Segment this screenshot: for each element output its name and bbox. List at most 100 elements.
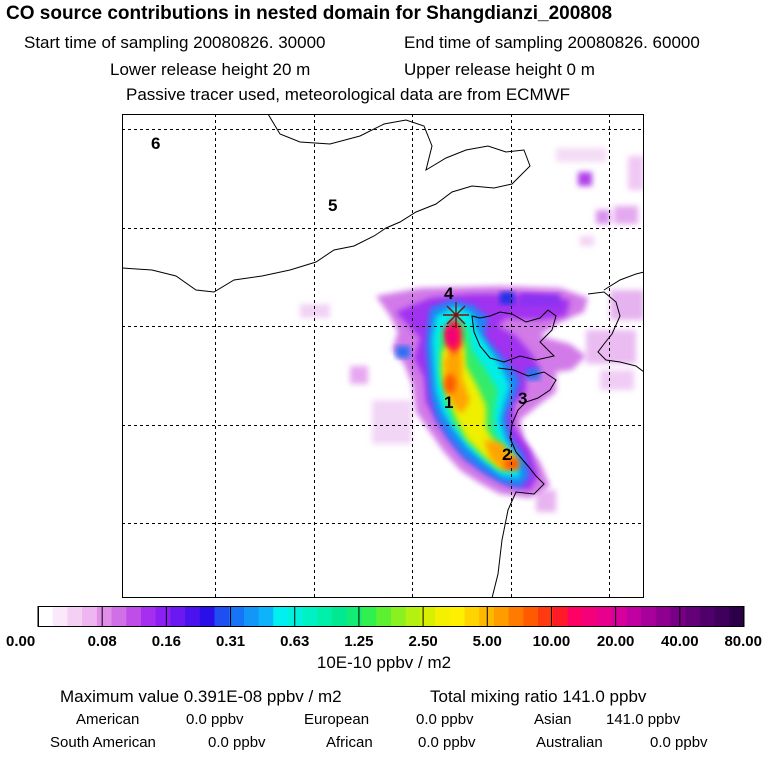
american-label: American: [76, 711, 140, 728]
south-american-value: 0.0 ppbv: [208, 734, 266, 751]
start-time-label: Start time of sampling 20080826. 30000: [24, 33, 326, 52]
colorbar-tick-label: 0.00: [6, 633, 35, 650]
asian-label: Asian: [534, 711, 572, 728]
colorbar-swatch: [464, 606, 480, 627]
asian-value: 141.0 ppbv: [606, 711, 681, 728]
cell: [596, 210, 610, 224]
cell: [614, 206, 638, 224]
colorbar-swatch: [449, 606, 465, 627]
australian-label: Australian: [536, 734, 603, 751]
colorbar-tick-label: 1.25: [344, 633, 373, 650]
gridlines: [122, 114, 644, 598]
region-label-5: 5: [328, 196, 337, 215]
european-label: European: [304, 711, 370, 728]
american-value: 0.0 ppbv: [186, 711, 244, 728]
contour-core: [446, 326, 458, 346]
south-american-label: South American: [50, 734, 156, 751]
chart-title: CO source contributions in nested domain…: [6, 3, 613, 24]
colorbar-swatch: [288, 606, 304, 627]
colorbar-swatch: [185, 606, 201, 627]
colorbar-swatch: [332, 606, 348, 627]
receptor-star-icon: [443, 302, 469, 328]
colorbar-tick-label: 80.00: [724, 633, 762, 650]
lower-release-height-label: Lower release height 20 m: [110, 60, 311, 79]
colorbar-swatch: [729, 606, 745, 627]
colorbar-unit: 10E-10 ppbv / m2: [316, 653, 452, 672]
contour-orange: [444, 344, 470, 414]
colorbar-swatch: [229, 606, 245, 627]
colorbar-swatch: [317, 606, 333, 627]
colorbar-swatch: [96, 606, 112, 627]
colorbar-swatch: [655, 606, 671, 627]
colorbar-swatch: [626, 606, 642, 627]
region-label-2: 2: [502, 445, 511, 464]
colorbar-swatch: [538, 606, 554, 627]
colorbar-swatch: [523, 606, 539, 627]
colorbar-tick-label: 10.00: [533, 633, 571, 650]
colorbar-swatch: [714, 606, 730, 627]
cell: [350, 366, 368, 384]
colorbar-swatch: [243, 606, 260, 627]
cell: [520, 294, 560, 306]
colorbar-swatch: [582, 606, 598, 627]
colorbar-swatch: [302, 606, 318, 627]
cell: [372, 400, 412, 444]
african-label: African: [326, 734, 373, 751]
australian-value: 0.0 ppbv: [650, 734, 708, 751]
cell: [300, 304, 330, 318]
cell: [536, 490, 556, 512]
cell: [580, 236, 594, 246]
colorbar-tick-label: 0.08: [88, 633, 117, 650]
colorbar-swatch: [67, 606, 83, 627]
colorbar-swatch: [552, 606, 568, 627]
colorbar-swatch: [508, 606, 524, 627]
colorbar-swatch: [214, 606, 230, 627]
colorbar-swatch: [376, 606, 392, 627]
contour-red-mid: [444, 374, 456, 394]
concentration-field: [300, 148, 644, 512]
colorbar-swatch: [493, 606, 510, 627]
region-label-6: 6: [151, 134, 160, 153]
colorbar-swatch: [155, 606, 171, 627]
colorbar-swatch: [258, 606, 274, 627]
colorbar-swatch: [273, 606, 289, 627]
colorbar-swatch: [641, 606, 657, 627]
coastline: [122, 114, 644, 598]
colorbar-swatch: [199, 606, 215, 627]
cell: [396, 346, 410, 358]
colorbar-swatch: [111, 606, 127, 627]
map-frame: [122, 114, 644, 598]
colorbar-swatch: [391, 606, 407, 627]
colorbar-swatch: [52, 606, 68, 627]
colorbar-swatch: [361, 606, 377, 627]
tracer-note: Passive tracer used, meteorological data…: [126, 85, 571, 104]
colorbar-swatch: [685, 606, 701, 627]
colorbar-tick-label: 0.31: [216, 633, 245, 650]
cell: [556, 148, 606, 162]
colorbar-tick-label: 20.00: [597, 633, 635, 650]
cell: [578, 172, 592, 186]
african-value: 0.0 ppbv: [418, 734, 476, 751]
colorbar-swatch: [170, 606, 186, 627]
colorbar-tick-label: 5.00: [473, 633, 502, 650]
colorbar-swatch: [346, 606, 362, 627]
colorbar-swatch: [567, 606, 583, 627]
upper-release-height-label: Upper release height 0 m: [404, 60, 595, 79]
cell: [628, 156, 644, 190]
colorbar-swatch: [596, 606, 613, 627]
colorbar-swatch: [82, 606, 98, 627]
colorbar-swatch: [126, 606, 142, 627]
region-label-1: 1: [444, 393, 453, 412]
end-time-label: End time of sampling 20080826. 60000: [404, 33, 700, 52]
colorbar-tick-label: 0.63: [280, 633, 309, 650]
colorbar-swatch: [405, 606, 421, 627]
colorbar-tick-label: 0.16: [152, 633, 181, 650]
colorbar-labels: 0.00 0.08 0.16 0.31 0.63 1.25 2.50 5.00 10.00 20.…: [6, 633, 762, 650]
colorbar: [37, 606, 745, 627]
cell: [610, 290, 644, 320]
cell: [526, 368, 540, 380]
european-value: 0.0 ppbv: [416, 711, 474, 728]
colorbar-swatch: [420, 606, 436, 627]
maximum-value-label: Maximum value 0.391E-08 ppbv / m2: [60, 687, 342, 706]
